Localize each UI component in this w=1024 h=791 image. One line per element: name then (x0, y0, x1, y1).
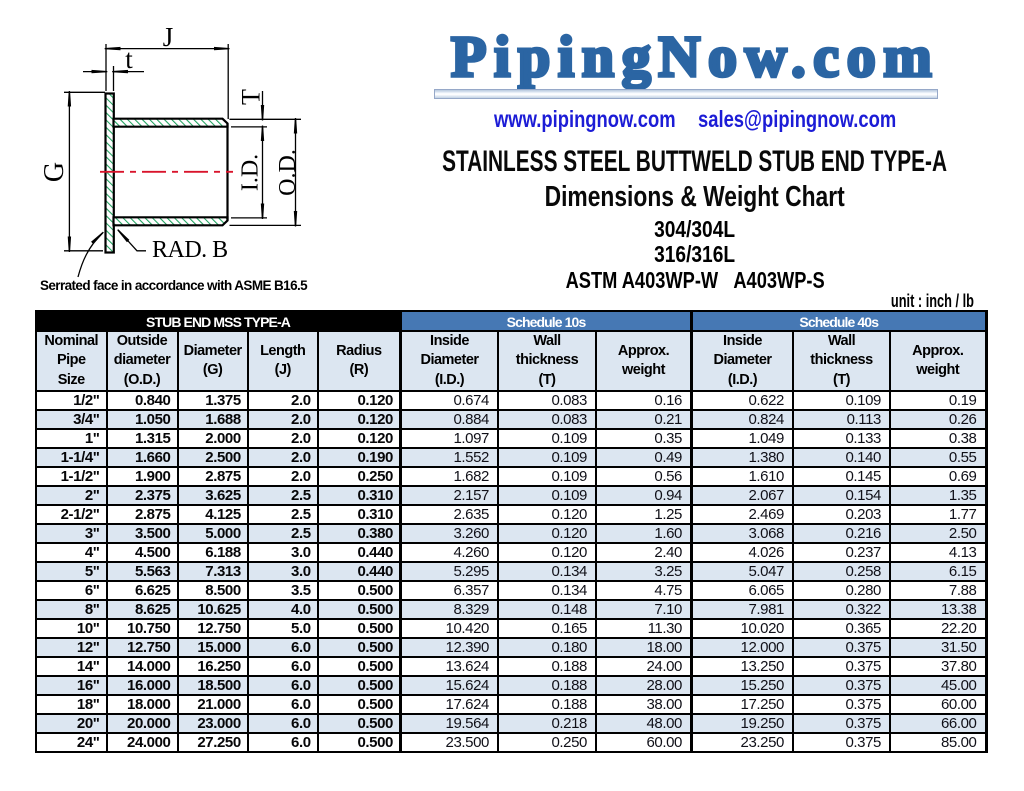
svg-text:RAD. B: RAD. B (152, 237, 228, 263)
svg-text:Serrated face in accordance wi: Serrated face in accordance with ASME B1… (40, 278, 308, 293)
svg-text:G: G (39, 162, 70, 182)
svg-text:t: t (125, 44, 133, 74)
svg-text:J: J (163, 22, 174, 52)
svg-text:I.D.: I.D. (238, 154, 264, 191)
svg-text:T: T (237, 89, 266, 105)
svg-text:O.D.: O.D. (275, 149, 301, 196)
